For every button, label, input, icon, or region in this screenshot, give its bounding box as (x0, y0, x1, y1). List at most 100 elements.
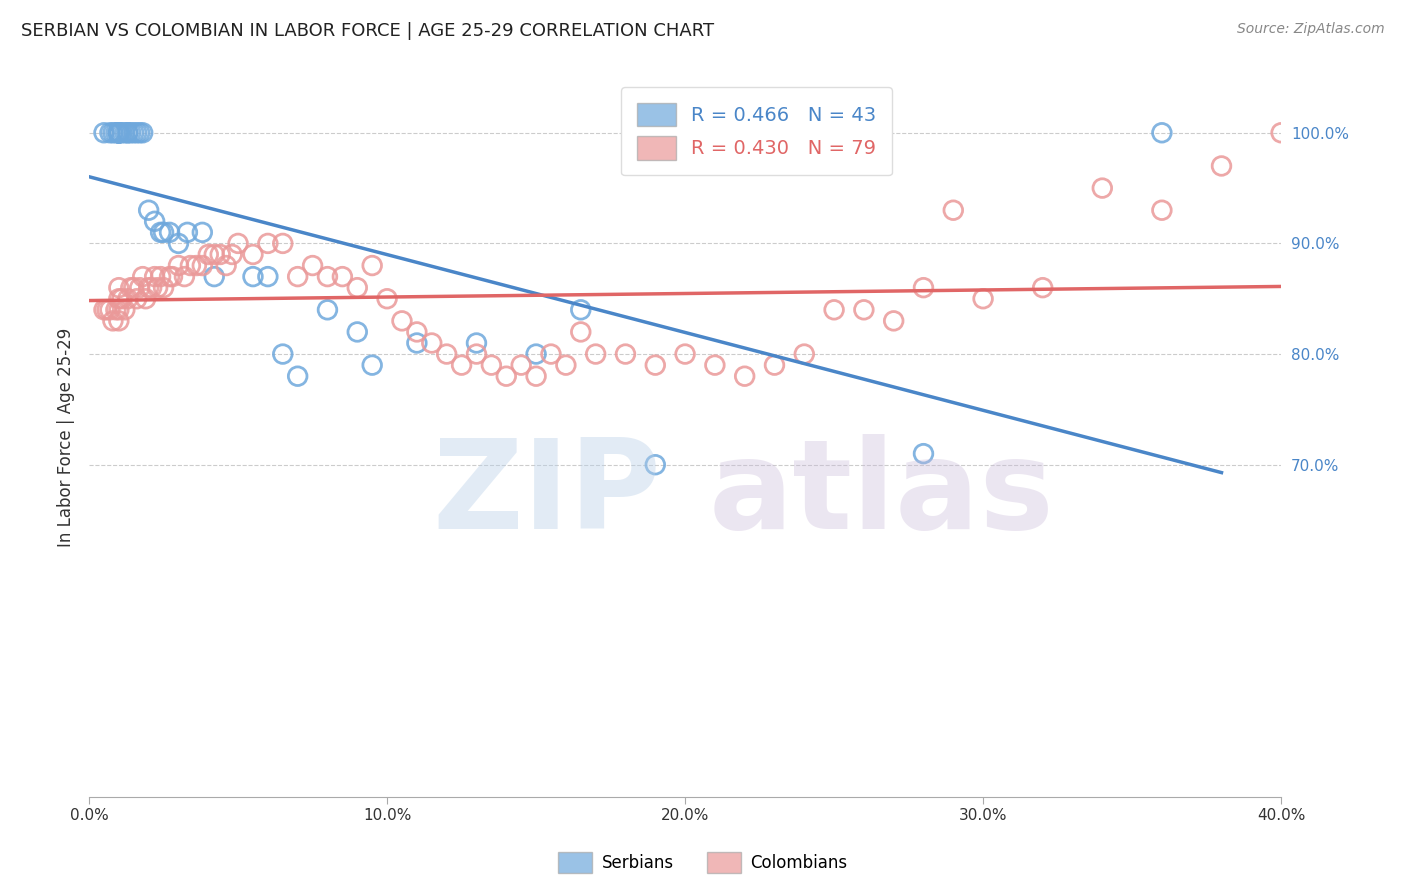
Point (912, 281, 935, 295)
Point (524, 347, 547, 361)
Point (191, 259, 214, 273)
Point (108, 126, 131, 140)
Point (125, 126, 148, 140)
Point (763, 358, 786, 372)
Point (96, 302, 118, 317)
Point (405, 336, 427, 351)
Point (108, 126, 131, 140)
Point (93, 302, 115, 317)
Point (242, 269, 264, 284)
Point (202, 247, 225, 261)
Point (146, 281, 169, 295)
Point (316, 302, 339, 317)
Point (162, 269, 184, 284)
Point (1032, 281, 1054, 295)
Point (1091, 181, 1114, 195)
Point (912, 447, 935, 461)
Point (141, 281, 163, 295)
Point (117, 292, 139, 306)
Point (132, 269, 155, 284)
Point (405, 325, 427, 339)
Point (159, 269, 181, 284)
Point (316, 269, 339, 284)
Point (108, 126, 131, 140)
Point (202, 269, 225, 284)
Point (569, 302, 592, 317)
Point (540, 347, 562, 361)
Point (883, 314, 905, 328)
Point (176, 225, 198, 239)
Point (108, 302, 131, 317)
Point (179, 259, 201, 273)
Point (346, 281, 368, 295)
Point (108, 126, 131, 140)
Point (98, 126, 121, 140)
Point (215, 259, 238, 273)
Point (152, 281, 174, 295)
Point (510, 358, 533, 372)
Point (101, 126, 124, 140)
Point (585, 347, 607, 361)
Point (108, 126, 131, 140)
Point (644, 458, 666, 472)
Point (287, 269, 309, 284)
Point (122, 281, 145, 295)
Point (167, 259, 190, 273)
Point (257, 236, 280, 251)
Point (436, 347, 458, 361)
Point (361, 259, 384, 273)
Point (132, 126, 155, 140)
Point (128, 126, 150, 140)
Point (98, 302, 121, 317)
Point (361, 358, 384, 372)
Point (257, 269, 280, 284)
Point (149, 269, 172, 284)
Point (301, 259, 323, 273)
Point (173, 269, 195, 284)
Point (120, 126, 142, 140)
Point (108, 126, 131, 140)
Point (117, 126, 139, 140)
Point (197, 247, 219, 261)
Point (111, 292, 134, 306)
Point (420, 336, 443, 351)
Point (108, 281, 131, 295)
Point (1150, 203, 1173, 218)
Point (271, 347, 294, 361)
Point (167, 236, 190, 251)
Legend: Serbians, Colombians: Serbians, Colombians (551, 846, 855, 880)
Point (793, 347, 815, 361)
Point (524, 369, 547, 384)
Text: ZIP: ZIP (433, 434, 661, 555)
Point (465, 336, 488, 351)
Point (450, 358, 472, 372)
Point (942, 203, 965, 218)
Legend: R = 0.466   N = 43, R = 0.430   N = 79: R = 0.466 N = 43, R = 0.430 N = 79 (621, 87, 891, 176)
Point (495, 369, 517, 384)
Y-axis label: In Labor Force | Age 25-29: In Labor Force | Age 25-29 (58, 327, 75, 547)
Point (614, 347, 637, 361)
Point (111, 126, 134, 140)
Point (569, 325, 592, 339)
Point (375, 292, 398, 306)
Point (644, 358, 666, 372)
Point (108, 126, 131, 140)
Point (138, 203, 160, 218)
Point (108, 314, 131, 328)
Point (122, 126, 145, 140)
Point (143, 214, 166, 228)
Point (104, 302, 127, 317)
Point (125, 292, 148, 306)
Point (191, 225, 214, 239)
Point (332, 269, 354, 284)
Point (823, 302, 845, 317)
Point (1211, 159, 1233, 173)
Point (104, 126, 127, 140)
Point (554, 358, 576, 372)
Text: SERBIAN VS COLOMBIAN IN LABOR FORCE | AGE 25-29 CORRELATION CHART: SERBIAN VS COLOMBIAN IN LABOR FORCE | AG… (21, 22, 714, 40)
Point (734, 369, 756, 384)
Point (1270, 126, 1292, 140)
Point (152, 225, 174, 239)
Point (135, 292, 157, 306)
Point (138, 281, 160, 295)
